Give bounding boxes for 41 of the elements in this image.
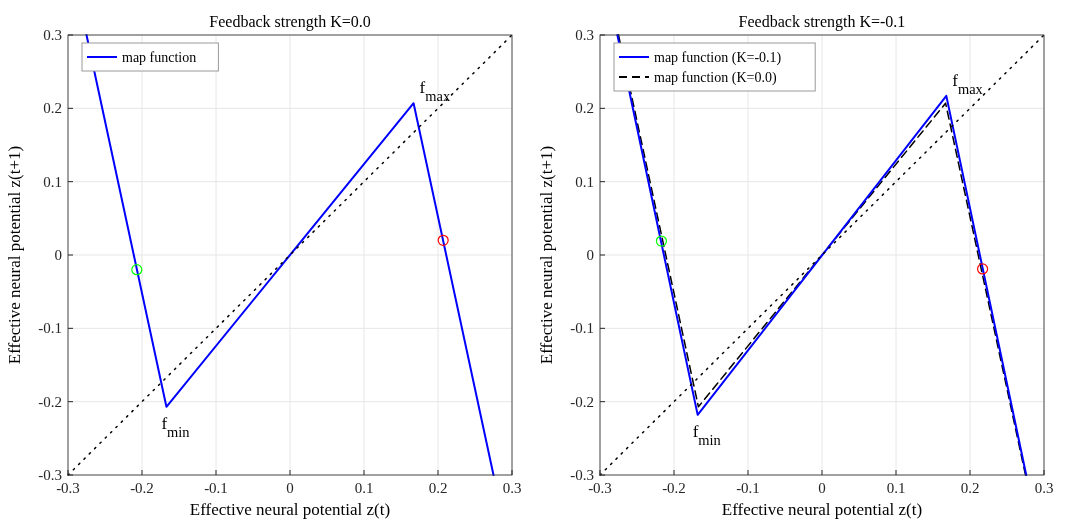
legend-label: map function (K=-0.1) bbox=[654, 50, 782, 66]
y-tick-label: 0.2 bbox=[43, 100, 62, 117]
y-tick-label: 0 bbox=[586, 247, 594, 263]
x-tick-label: 0 bbox=[818, 480, 826, 496]
y-tick-label: -0.3 bbox=[38, 467, 62, 483]
legend-label: map function bbox=[122, 50, 197, 65]
y-tick-label: -0.1 bbox=[570, 320, 594, 337]
x-tick-label: 0.2 bbox=[960, 480, 980, 496]
x-tick-label: -0.2 bbox=[130, 480, 154, 496]
y-tick-label: 0.2 bbox=[575, 100, 594, 117]
x-axis-title: Effective neural potential z(t) bbox=[721, 500, 923, 519]
chart-title: Feedback strength K=-0.1 bbox=[738, 13, 906, 31]
x-tick-label: -0.3 bbox=[588, 480, 612, 496]
x-tick-label: 0.1 bbox=[886, 480, 906, 496]
x-tick-label: 0.2 bbox=[428, 480, 448, 496]
chart-title: Feedback strength K=0.0 bbox=[209, 13, 371, 31]
legend-label: map function (K=0.0) bbox=[654, 70, 777, 86]
y-tick-label: -0.3 bbox=[570, 467, 594, 483]
y-tick-label: 0.3 bbox=[575, 27, 594, 43]
annotation: f$_{min}$ bbox=[161, 413, 190, 441]
y-axis-title: Effective neural potential z(t+1) bbox=[5, 145, 24, 365]
y-tick-label: -0.2 bbox=[570, 393, 594, 410]
x-tick-label: 0.1 bbox=[354, 480, 374, 496]
y-tick-label: 0 bbox=[54, 247, 62, 263]
y-tick-label: -0.1 bbox=[38, 320, 62, 337]
x-tick-label: -0.3 bbox=[56, 480, 80, 496]
y-tick-label: 0.1 bbox=[43, 173, 62, 190]
x-tick-label: -0.1 bbox=[204, 480, 228, 496]
y-tick-label: 0.3 bbox=[43, 27, 62, 43]
y-tick-label: 0.1 bbox=[575, 173, 594, 190]
annotation: f$_{max}$ bbox=[419, 78, 451, 105]
x-tick-label: 0.3 bbox=[502, 480, 522, 496]
y-axis-title: Effective neural potential z(t+1) bbox=[537, 145, 556, 365]
x-axis-title: Effective neural potential z(t) bbox=[189, 500, 391, 519]
x-tick-label: 0.3 bbox=[1034, 480, 1054, 496]
annotation: f$_{max}$ bbox=[952, 70, 984, 98]
x-tick-label: -0.2 bbox=[662, 480, 686, 496]
x-tick-label: -0.1 bbox=[736, 480, 760, 496]
y-tick-label: -0.2 bbox=[38, 393, 62, 410]
x-tick-label: 0 bbox=[286, 480, 294, 496]
annotation: f$_{min}$ bbox=[692, 421, 721, 449]
